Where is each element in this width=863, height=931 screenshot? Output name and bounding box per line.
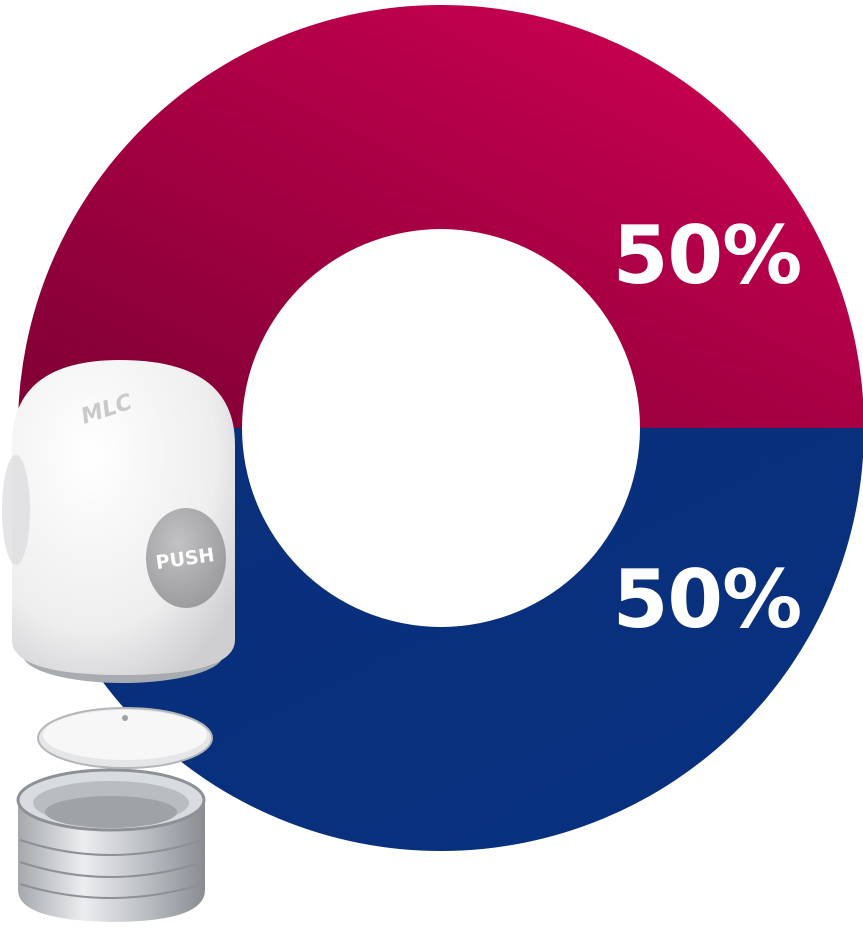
push-button: PUSH: [146, 508, 226, 608]
product-image: MLC PUSH: [2, 360, 235, 922]
donut-slice-1: [18, 5, 863, 428]
jar: [16, 768, 206, 922]
data-label-top: 50%: [613, 209, 801, 302]
disc: [37, 707, 213, 769]
donut-hole: [242, 229, 640, 627]
data-label-bottom: 50%: [613, 553, 801, 646]
